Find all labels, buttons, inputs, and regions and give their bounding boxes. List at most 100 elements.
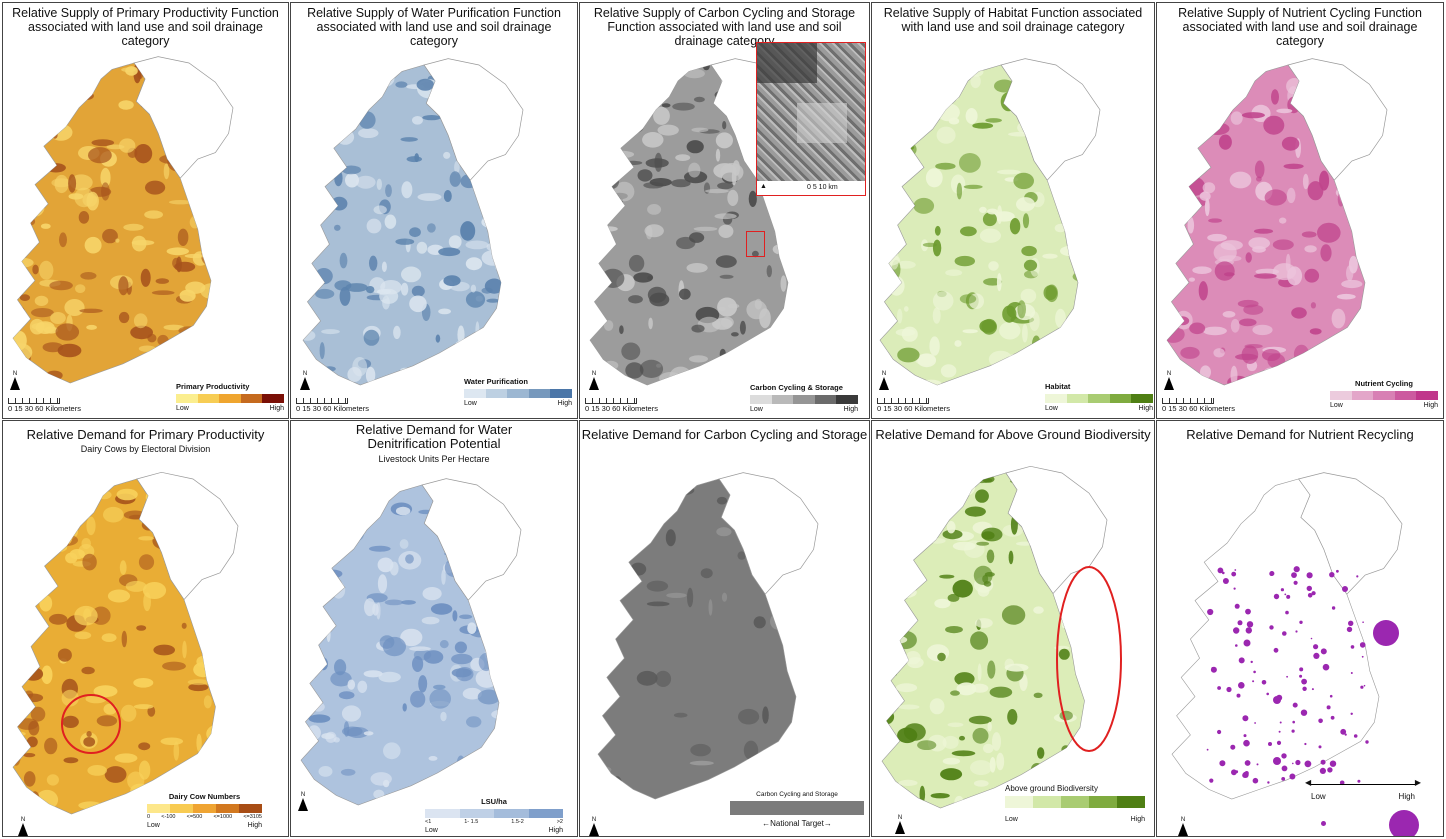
demand-bubble xyxy=(1292,720,1295,724)
legend-high: High xyxy=(548,827,563,834)
demand-bubble xyxy=(1269,571,1275,576)
legend-high: High xyxy=(1130,816,1145,823)
demand-bubble xyxy=(1231,769,1237,776)
scale-bar: 0 15 30 60 Kilometers xyxy=(877,398,950,413)
demand-bubble xyxy=(1339,780,1345,786)
demand-bubble xyxy=(1244,760,1251,766)
demand-bubble xyxy=(1250,660,1253,664)
legend-low: Low xyxy=(1005,816,1018,823)
demand-bubble xyxy=(1362,621,1364,623)
demand-bubbles xyxy=(1206,566,1399,786)
demand-bubble xyxy=(1273,593,1280,600)
demand-bubble xyxy=(1326,705,1331,710)
demand-bubble xyxy=(1300,709,1308,716)
legend-low: Low xyxy=(464,400,477,407)
demand-bubble xyxy=(1281,765,1288,772)
demand-bubble xyxy=(1301,678,1307,685)
demand-bubble xyxy=(1281,777,1286,781)
demand-bubble xyxy=(1284,593,1287,596)
legend-low: Low xyxy=(750,406,763,413)
north-arrow-icon: ▲ xyxy=(760,183,767,190)
demand-bubble xyxy=(1346,626,1353,633)
demand-bubble xyxy=(1322,663,1330,671)
demand-bubble xyxy=(1329,694,1333,698)
legend-ramp xyxy=(464,389,572,398)
demand-bubble xyxy=(1236,693,1241,698)
demand-bubble xyxy=(1238,682,1245,689)
demand-bubble xyxy=(1282,631,1287,636)
demand-bubble xyxy=(1350,672,1353,674)
legend-high: High xyxy=(1423,402,1438,409)
demand-bubble xyxy=(1319,767,1326,774)
ireland-map xyxy=(12,56,234,384)
legend-title: Dairy Cow Numbers xyxy=(168,792,241,801)
ireland-map xyxy=(879,58,1101,386)
panel-title: Relative Demand for Primary Productivity xyxy=(26,427,265,442)
legend-ramp xyxy=(730,801,864,815)
demand-bubble xyxy=(1207,608,1214,616)
legend-high: High xyxy=(843,406,858,413)
demand-bubble xyxy=(1285,610,1289,615)
legend-low: Low xyxy=(1330,402,1343,409)
demand-panel-carbon-cycling: Relative Demand for Carbon Cycling and S… xyxy=(579,420,870,837)
demand-bubble xyxy=(1330,715,1335,720)
ireland-map xyxy=(597,472,819,800)
demand-bubble xyxy=(1246,621,1254,628)
demand-bubble xyxy=(1361,655,1364,658)
demand-bubble xyxy=(1222,578,1229,584)
demand-bubble xyxy=(1340,728,1347,735)
demand-bubble xyxy=(1243,734,1247,738)
demand-bubble xyxy=(1237,620,1243,626)
legend-high: High xyxy=(1138,405,1153,412)
demand-bubble xyxy=(1318,745,1322,749)
demand-panel-nutrient-recycling: Relative Demand for Nutrient Recycling N… xyxy=(1156,420,1444,837)
north-arrow-icon: N xyxy=(588,817,600,836)
demand-bubble xyxy=(1252,777,1259,784)
demand-bubble xyxy=(1243,639,1251,647)
demand-bubble xyxy=(1209,778,1214,783)
demand-bubble xyxy=(1365,740,1369,744)
north-arrow-icon: N xyxy=(17,817,29,836)
scale-label: 0 15 30 60 Kilometers xyxy=(8,404,81,413)
demand-bubble xyxy=(1348,620,1354,626)
legend-title: Habitat xyxy=(1045,382,1071,391)
demand-bubble xyxy=(1311,688,1314,691)
demand-bubble xyxy=(1342,586,1348,592)
supply-panel-water-purification: Relative Supply of Water Purification Fu… xyxy=(290,2,578,419)
legend: Above ground Biodiversity Low High xyxy=(1005,784,1145,823)
demand-bubble xyxy=(1217,686,1221,690)
supply-panel-habitat: Relative Supply of Habitat Function asso… xyxy=(871,2,1155,419)
panel-title: Relative Supply of Habitat Function asso… xyxy=(883,6,1143,34)
legend-ramp xyxy=(750,395,858,404)
demand-bubble xyxy=(1299,667,1304,672)
supply-panel-nutrient-cycling: Relative Supply of Nutrient Cycling Func… xyxy=(1156,2,1444,419)
legend-title: Carbon Cycling and Storage xyxy=(756,791,838,798)
demand-bubble xyxy=(1331,606,1336,610)
demand-bubble xyxy=(1350,712,1353,715)
demand-bubble xyxy=(1329,572,1335,578)
demand-bubble xyxy=(1268,742,1272,746)
legend-high: High xyxy=(247,822,262,829)
panel-title: Relative Supply of Water Purification Fu… xyxy=(307,6,561,48)
legend-ticks: 0 <-100 <=500 <=1000 <=3105 xyxy=(147,814,262,820)
legend-title: Primary Productivity xyxy=(176,382,250,391)
north-arrow-icon: N xyxy=(878,371,890,390)
legend-ramp xyxy=(425,809,563,818)
demand-bubble xyxy=(1234,569,1237,571)
highlight-ellipse xyxy=(1056,566,1122,752)
legend-title: Nutrient Cycling xyxy=(1355,379,1413,388)
demand-panel-primary-productivity: Relative Demand for Primary Productivity… xyxy=(2,420,289,837)
legend-high: High xyxy=(269,405,284,412)
demand-bubble xyxy=(1291,572,1297,578)
north-arrow-icon: N xyxy=(9,371,21,390)
demand-bubble xyxy=(1226,686,1232,693)
legend: Dairy Cow Numbers 0 <-100 <=500 <=1000 <=310… xyxy=(147,792,262,829)
demand-bubble xyxy=(1252,680,1255,683)
legend: Primary Productivity Low High xyxy=(176,382,284,412)
legend: Carbon Cycling & Storage Low High xyxy=(750,383,858,413)
scale-label: 0 15 30 60 Kilometers xyxy=(877,404,950,413)
demand-bubble xyxy=(1363,684,1366,687)
demand-bubble xyxy=(1231,571,1237,577)
ireland-map xyxy=(881,465,1108,809)
scale-bar: 0 15 30 60 Kilometers xyxy=(296,398,369,413)
